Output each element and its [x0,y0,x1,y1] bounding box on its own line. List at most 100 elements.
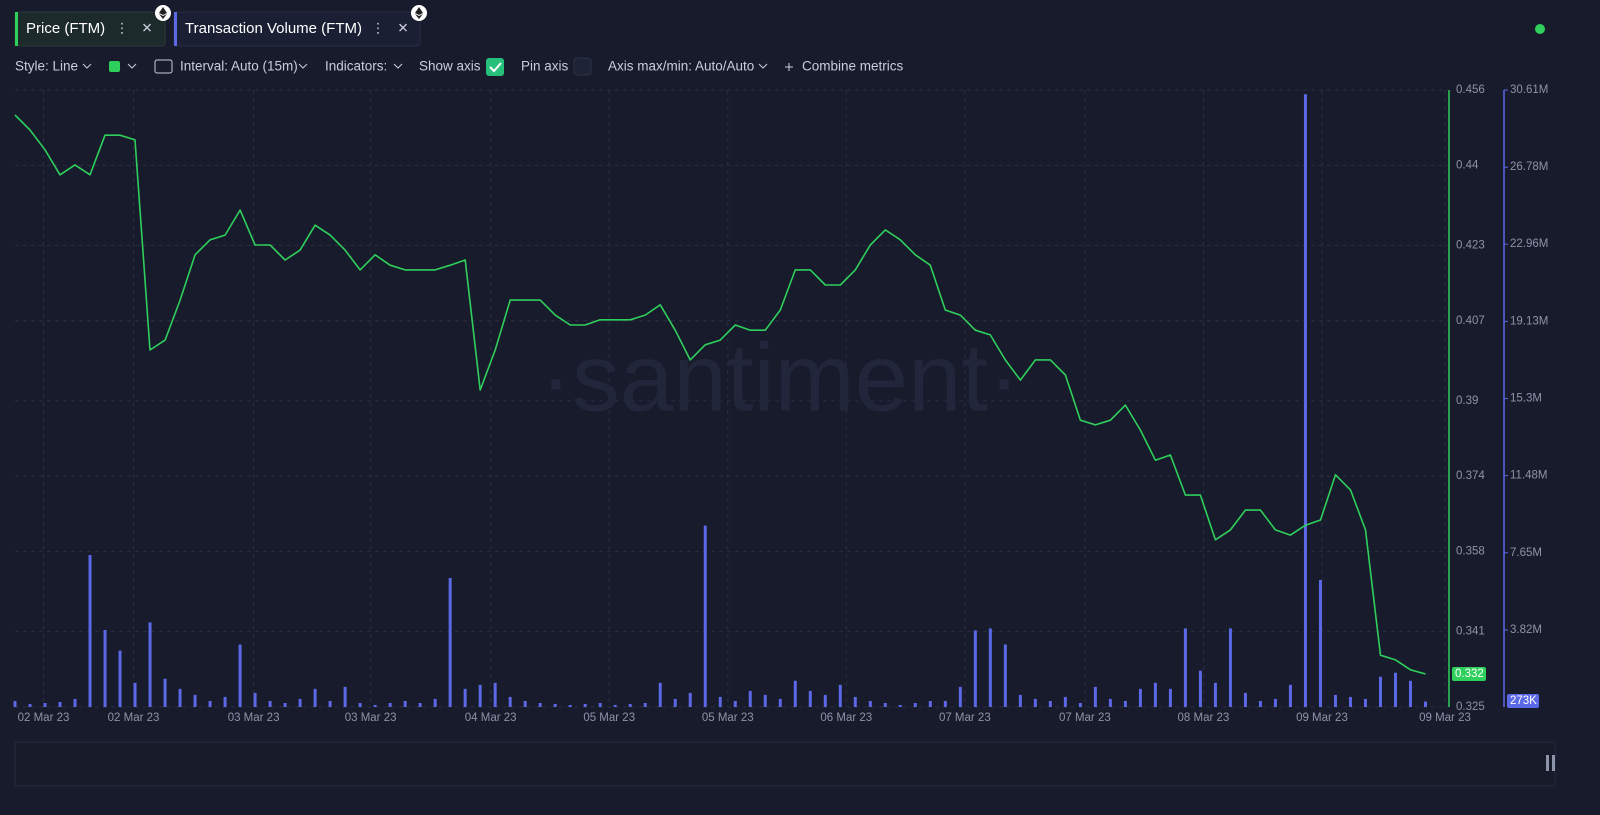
x-tick-label: 02 Mar 23 [18,712,70,724]
volume-bar [928,700,932,707]
y-tick-label: 0.407 [1456,315,1485,327]
close-icon[interactable]: ✕ [397,21,408,36]
volume-bar [418,702,422,707]
indicators-select[interactable]: Indicators: [325,59,387,74]
x-tick-label: 05 Mar 23 [702,712,754,724]
volume-bar [178,688,182,707]
value-tag-label: 273K [1510,695,1537,707]
volume-bar [1363,698,1367,707]
x-tick-label: 03 Mar 23 [228,712,280,724]
menu-icon[interactable]: ⋮ [371,21,385,36]
volume-bar [433,698,437,707]
volume-bar [493,682,497,707]
axes: 0.456 0.44 0.423 0.407 0.39 0.374 0.358 0.341 0.… [18,84,1549,724]
volume-bar [958,686,962,707]
volume-bar [1063,696,1067,707]
handle[interactable] [1552,755,1555,771]
volume-bar [913,702,917,707]
style-select[interactable]: Style: Line [15,59,78,74]
y-tick-label: 0.358 [1456,546,1485,558]
y2-tick-label: 26.78M [1510,161,1548,173]
volume-bar [163,678,167,707]
combine-metrics[interactable]: Combine metrics [802,59,904,74]
checkbox-checked[interactable] [486,58,504,76]
volume-bar [628,703,632,707]
interval-icon [154,59,173,74]
volume-bar [208,700,212,707]
y-tick-label: 0.341 [1456,626,1485,638]
volume-bar [778,698,782,707]
value-tag [1452,667,1486,682]
volume-bar [73,698,77,707]
volume-bar [43,702,47,707]
close-icon[interactable]: ✕ [141,21,152,36]
chevron [127,63,137,69]
volume-bar [103,630,107,707]
volume-bar [748,690,752,707]
eth-glyph [415,7,423,19]
menu-icon[interactable]: ⋮ [115,21,129,36]
volume-bar [1018,694,1022,707]
y2-tick-label: 19.13M [1510,315,1548,327]
navigator[interactable] [14,741,1556,787]
volume-bar [1273,698,1277,707]
checkbox[interactable] [573,57,592,76]
eth-glyph [159,7,167,19]
x-tick-label: 04 Mar 23 [465,712,517,724]
volume-bar [718,696,722,707]
volume-bar [283,702,287,707]
volume-bar [1318,580,1322,707]
chevron [298,63,308,69]
y2-tick-label: 11.48M [1510,470,1548,482]
volume-bar [838,684,842,707]
x-tick-label: 06 Mar 23 [820,712,872,724]
volume-bar [1333,694,1337,707]
volume-bar [1378,676,1382,707]
volume-bar [238,644,242,707]
volume-bar [568,704,572,707]
volume-bar [1123,700,1127,707]
axis-minmax-select[interactable]: Axis max/min: Auto/Auto [608,59,754,74]
volume-bar [1303,94,1307,708]
volume-bar [553,703,557,707]
x-tick-label: 03 Mar 23 [345,712,397,724]
x-tick-label: 09 Mar 23 [1419,712,1471,724]
volume-bar [13,700,17,707]
chevron [758,63,768,69]
volume-bar [223,696,227,707]
volume-bar [643,702,647,707]
volume-bar [1153,682,1157,707]
volume-bar [478,684,482,707]
volume-bar [898,704,902,707]
interval-select[interactable]: Interval: Auto (15m) [180,59,298,74]
volume-bar [988,628,992,707]
handle[interactable] [1546,755,1549,771]
volume-bar [1393,672,1397,707]
y-tick-label: 0.44 [1456,159,1479,171]
volume-bar [313,688,317,707]
color-picker[interactable] [109,61,120,72]
volume-bar [388,702,392,707]
tab-label: Price (FTM) [26,20,105,37]
volume-bar [823,694,827,707]
y-tick-label: 0.325 [1456,701,1485,713]
volume-bar [1423,701,1427,707]
chevron [82,63,92,69]
y-tick-label: 0.456 [1456,84,1485,96]
volume-bar [463,688,467,707]
volume-bar [1408,680,1412,707]
volume-bar [253,692,257,707]
value-tag [1507,694,1539,708]
volume-bar [1078,702,1082,707]
volume-bar [1033,698,1037,707]
show-axis-label: Show axis [419,59,481,74]
volume-bar [1048,700,1052,707]
volume-bar [1003,644,1007,707]
x-tick-label: 08 Mar 23 [1178,712,1230,724]
volume-bar [523,700,527,707]
volume-bar [1243,692,1247,707]
y2-tick-label: 30.61M [1510,84,1548,96]
volume-bar [868,700,872,707]
y2-tick-label: 7.65M [1510,547,1542,559]
